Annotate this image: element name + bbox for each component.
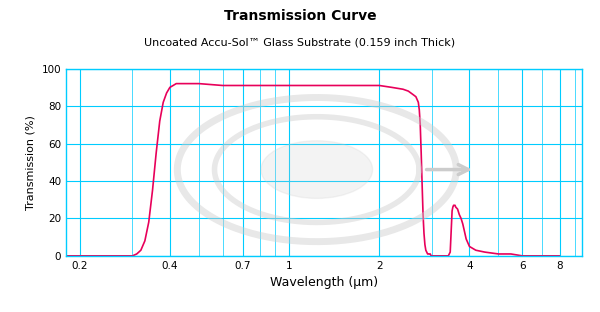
X-axis label: Wavelength (μm): Wavelength (μm): [270, 276, 378, 289]
Text: Transmission Curve: Transmission Curve: [224, 9, 376, 23]
Y-axis label: Transmission (%): Transmission (%): [26, 115, 36, 210]
Circle shape: [261, 141, 373, 198]
Text: Uncoated Accu-Sol™ Glass Substrate (0.159 inch Thick): Uncoated Accu-Sol™ Glass Substrate (0.15…: [145, 37, 455, 47]
